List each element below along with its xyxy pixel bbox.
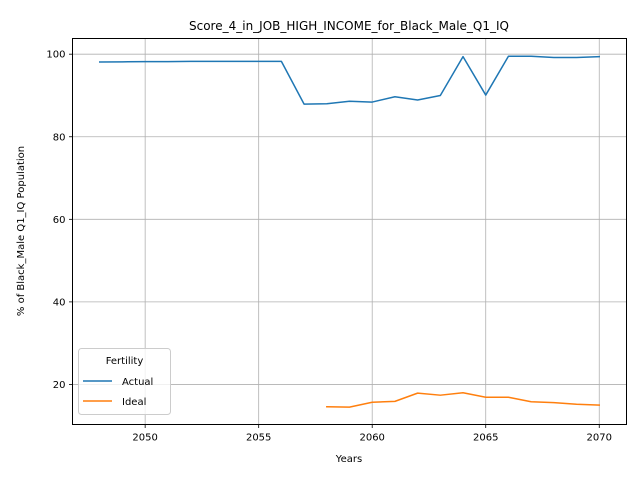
legend-label-ideal: Ideal	[122, 397, 146, 408]
x-axis-label: Years	[335, 454, 362, 465]
y-tick-label: 100	[46, 50, 65, 61]
x-tick-label: 2070	[587, 433, 612, 444]
x-tick-label: 2055	[246, 433, 271, 444]
axis-ticks: 2050 2055 2060 2065 2070 20 40 60 80 100	[46, 50, 612, 444]
grid	[72, 38, 627, 425]
legend-label-actual: Actual	[122, 377, 153, 388]
series-lines	[98, 55, 601, 408]
y-tick-label: 20	[53, 380, 66, 391]
series-line-ideal	[326, 391, 601, 408]
legend: Fertility Actual Ideal	[78, 348, 171, 415]
y-tick-label: 60	[53, 215, 66, 226]
y-tick-label: 40	[53, 297, 66, 308]
legend-title: Fertility	[106, 356, 144, 367]
series-line-actual	[98, 55, 601, 105]
chart-title: Score_4_in_JOB_HIGH_INCOME_for_Black_Mal…	[189, 19, 509, 33]
y-axis-label: % of Black_Male Q1_IQ Population	[16, 146, 27, 316]
x-tick-label: 2060	[359, 433, 384, 444]
plot-frame	[72, 38, 627, 425]
legend-box	[78, 348, 171, 415]
x-tick-label: 2065	[473, 433, 498, 444]
x-tick-label: 2050	[132, 433, 157, 444]
y-tick-label: 80	[53, 132, 66, 143]
